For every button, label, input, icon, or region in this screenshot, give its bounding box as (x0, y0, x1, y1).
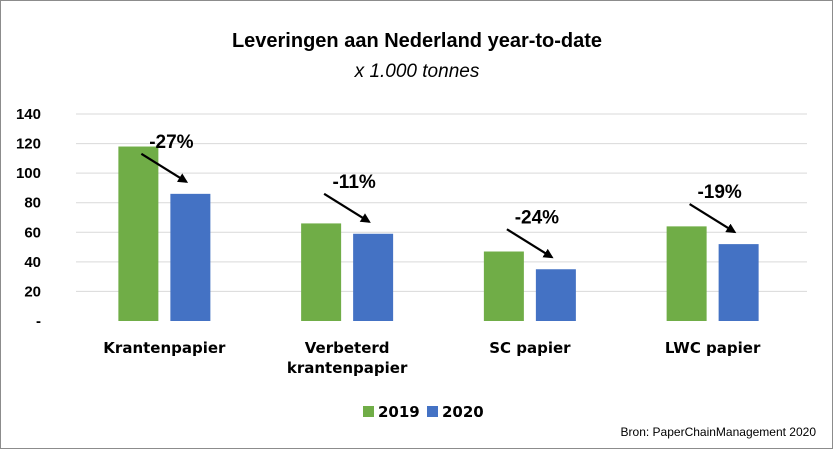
y-tick-label: - (36, 313, 41, 330)
chart-subtitle: x 1.000 tonnes (354, 61, 480, 82)
change-arrow (689, 203, 737, 234)
annotations: -27% -11% -24% -19% (140, 132, 742, 259)
bar-2019-2 (483, 251, 524, 321)
bar-2019-1 (301, 223, 342, 321)
change-arrow (323, 192, 371, 223)
bars (118, 146, 759, 321)
x-category-label: LWC papier (665, 339, 761, 357)
legend-label-2020: 2020 (442, 403, 484, 421)
y-tick-label: 80 (24, 195, 41, 212)
y-tick-label: 20 (24, 283, 41, 300)
change-label: -27% (149, 132, 193, 153)
legend-label-2019: 2019 (378, 403, 420, 421)
bar-2020-3 (718, 244, 759, 321)
change-arrow (506, 228, 554, 259)
change-label: -19% (697, 182, 741, 203)
y-tick-label: 100 (16, 165, 41, 182)
change-label: -11% (332, 172, 375, 193)
change-label: -24% (515, 207, 559, 228)
change-arrow (140, 152, 189, 183)
x-category-label: Verbeterd krantenpapier (287, 339, 408, 377)
x-category-label: SC papier (489, 339, 571, 357)
bar-2019-0 (118, 146, 159, 321)
x-axis-categories: Krantenpapier Verbeterd krantenpapier SC pa… (103, 339, 761, 377)
bar-2020-2 (535, 269, 576, 321)
x-category-label: Krantenpapier (103, 339, 226, 357)
bar-2019-3 (666, 226, 707, 321)
y-axis-ticks: - 20 40 60 80 100 120 140 (16, 106, 41, 330)
source-note: Bron: PaperChainManagement 2020 (621, 425, 817, 439)
chart-title: Leveringen aan Nederland year-to-date (232, 30, 602, 52)
y-tick-label: 120 (16, 136, 41, 153)
y-tick-label: 60 (24, 224, 41, 241)
y-tick-label: 40 (24, 254, 41, 271)
legend-swatch-2019 (363, 406, 374, 417)
bar-2020-1 (353, 233, 394, 321)
legend-swatch-2020 (427, 406, 438, 417)
y-tick-label: 140 (16, 106, 41, 123)
bar-2020-0 (170, 193, 211, 321)
legend: 2019 2020 (363, 403, 484, 421)
